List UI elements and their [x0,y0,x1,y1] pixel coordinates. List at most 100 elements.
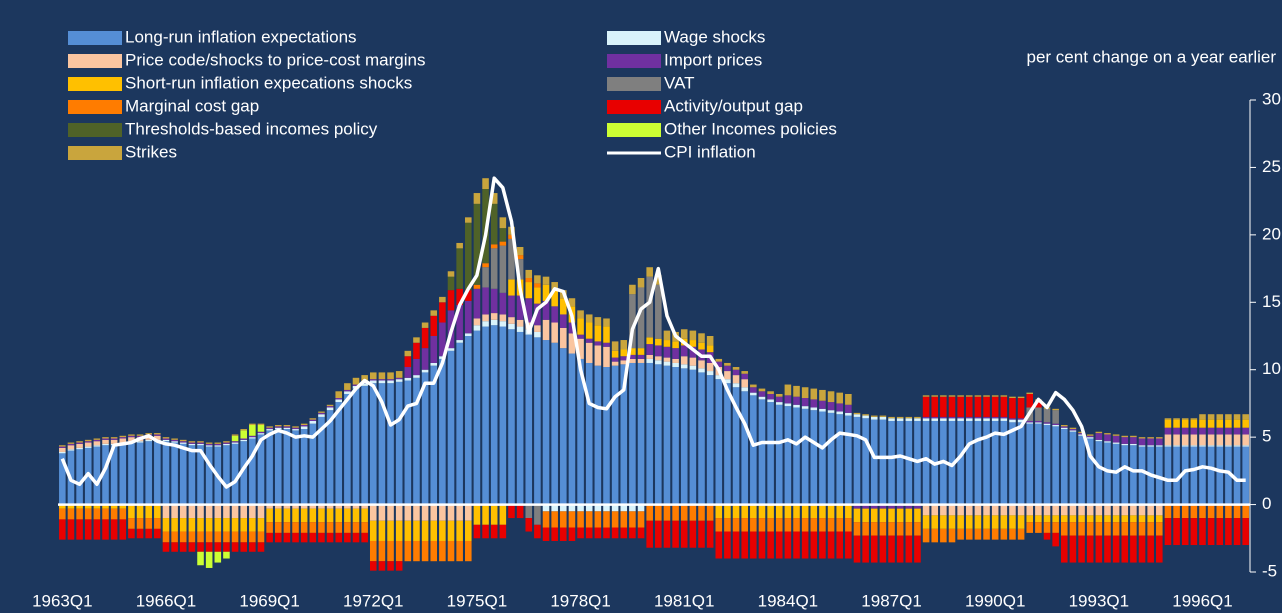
bar-segment [205,518,213,532]
bar-segment [439,322,446,357]
bar-segment [482,287,489,315]
bar-segment [1173,445,1180,447]
bar-segment [827,402,835,411]
bar-segment [102,439,109,444]
bar-segment [465,300,472,334]
bar-segment [257,518,265,532]
legend-label: Import prices [664,50,762,69]
bar-segment [188,443,196,446]
bar-segment [603,346,610,368]
bar-segment [655,504,662,521]
bar-segment [369,380,377,384]
bar-segment [197,445,204,505]
bar-segment [810,388,818,400]
legend-label: Short-run inflation expecations shocks [125,73,412,92]
bar-segment [724,383,731,505]
bar-segment [1017,419,1025,423]
bar-segment [922,396,930,417]
bar-segment [646,362,653,505]
bar-segment [361,375,368,382]
bar-segment [1061,425,1068,427]
bar-segment [836,504,843,519]
bar-segment [110,508,118,520]
bar-segment [205,542,213,552]
y-tick-label: 20 [1262,224,1281,243]
bar-segment [655,345,662,357]
bar-segment [465,520,472,541]
bar-segment [1086,522,1094,536]
y-tick-label: 30 [1262,89,1281,108]
bar-segment [1242,414,1249,420]
bar-segment [1190,427,1198,435]
bar-segment [318,414,325,417]
bar-segment [93,508,101,520]
bar-segment [948,395,956,397]
bar-segment [819,518,826,532]
bar-segment [611,527,619,539]
bar-segment [655,275,662,285]
bar-segment [395,381,403,505]
bar-segment [1138,504,1146,516]
bar-segment [629,527,636,539]
bar-segment [1104,522,1111,536]
bar-segment [1000,395,1008,397]
bar-segment [983,420,990,505]
bar-segment [110,437,118,439]
bar-segment [76,441,83,443]
bar-segment [663,330,671,341]
bar-segment [1242,419,1249,428]
bar-segment [1130,522,1137,536]
bar-segment [369,520,377,541]
bar-segment [1112,435,1120,443]
bar-segment [516,326,524,332]
bar-segment [534,287,541,304]
bar-segment [1164,446,1172,505]
bar-segment [231,542,239,552]
bar-segment [810,410,818,505]
bar-segment [853,535,861,563]
bar-segment [1086,535,1094,563]
bar-segment [896,416,904,419]
bar-segment [387,383,394,505]
bar-segment [473,288,481,319]
bar-segment [335,504,343,509]
bar-segment [819,531,826,559]
bar-segment [352,388,360,505]
bar-segment [378,504,386,521]
bar-segment [240,542,247,552]
bar-segment [870,415,878,417]
bar-segment [456,504,463,521]
bar-segment [974,528,982,540]
bar-segment [1069,429,1077,431]
bar-segment [637,504,645,512]
bar-segment [801,531,809,559]
bar-segment [689,357,697,366]
bar-segment [421,520,429,541]
legend-swatch [68,77,122,91]
bar-segment [585,527,593,539]
bar-segment [646,276,653,338]
bar-segment [706,336,714,346]
bar-segment [231,434,239,436]
bar-segment [940,515,947,529]
bar-segment [421,322,429,328]
bar-segment [516,319,524,327]
x-tick-label: 1984Q1 [758,591,819,610]
bar-segment [1000,420,1008,505]
bar-segment [335,398,343,400]
bar-segment [957,395,964,397]
bar-segment [76,504,83,509]
bar-segment [750,395,757,505]
bar-segment [879,504,887,509]
bar-segment [84,446,92,448]
bar-segment [974,395,982,397]
bar-segment [214,531,222,543]
legend-label: Thresholds-based incomes policy [125,119,378,138]
bar-segment [439,302,446,323]
bar-segment [1121,445,1129,505]
bar-segment [1052,515,1059,523]
bar-segment [223,542,230,552]
bar-segment [568,527,576,541]
bar-segment [499,504,507,525]
bar-segment [983,396,990,417]
